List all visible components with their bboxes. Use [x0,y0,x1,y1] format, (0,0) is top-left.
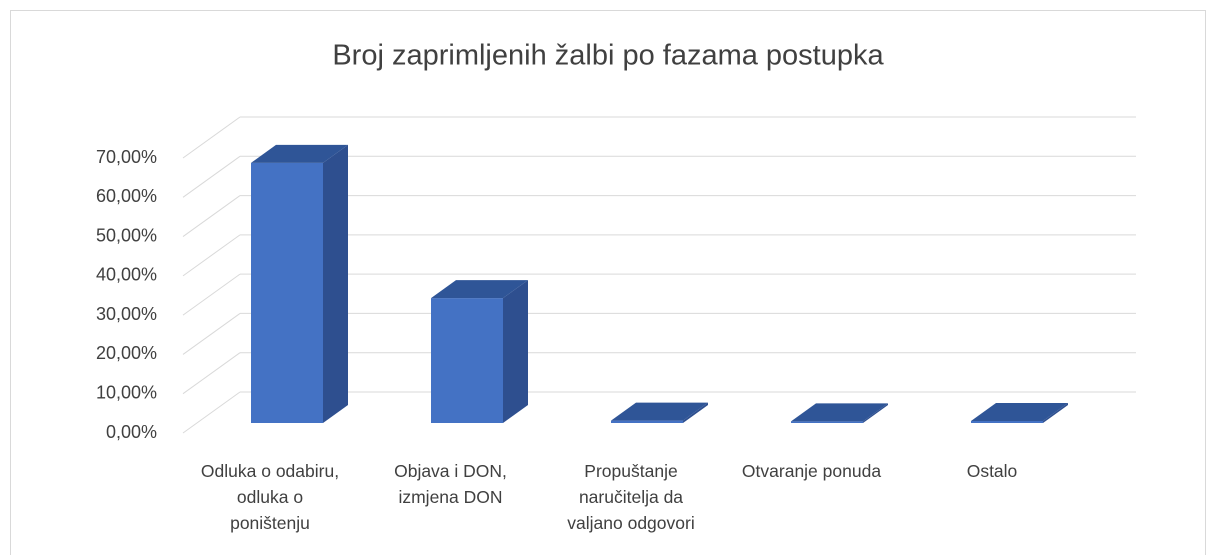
x-tick-label: Propuštanje naručitelja da valjano odgov… [567,461,695,533]
bar-side [1043,403,1068,423]
bar-top [791,403,888,422]
grid-line-side [182,273,241,316]
bar-top [431,280,528,299]
grid-line-side [182,195,241,237]
x-tick-label: Ostalo [966,461,1018,481]
y-tick-label: 50,00% [96,225,157,245]
grid-line-side [182,391,241,434]
bar-top [971,403,1068,422]
bar-top [611,402,708,421]
bar-side [863,403,888,423]
y-tick-label: 10,00% [96,382,157,402]
x-tick-label: Objava i DON, izmjena DON [394,461,507,507]
grid-line-side [182,116,241,159]
bar-side [323,144,348,423]
y-tick-label: 40,00% [96,265,157,285]
bar-front [791,421,863,423]
x-tick-label: Otvaranje ponuda [741,461,882,481]
chart-border [10,10,1206,555]
bar [251,144,348,423]
bar [431,280,528,423]
bar-front [251,162,323,423]
bar-front [431,298,503,423]
grid-line-side [182,234,241,277]
y-tick-label: 70,00% [96,147,157,167]
y-tick-label: 20,00% [96,343,157,363]
bar-front [611,420,683,423]
bar-side [503,280,528,423]
y-tick-label: 30,00% [96,304,157,324]
grid-line-side [182,313,241,355]
chart-title: Broj zaprimljenih žalbi po fazama postup… [332,40,884,72]
grid-line-side [182,352,241,395]
x-tick-label: Odluka o odabiru, odluka o poništenju [200,461,340,533]
bar [971,403,1068,423]
bar [791,403,888,423]
y-tick-label: 0,00% [106,422,157,442]
bar-side [683,402,708,423]
bar-front [971,421,1043,423]
bar [611,402,708,423]
bar-top [251,144,348,163]
grid-line-side [182,155,241,198]
y-tick-label: 60,00% [96,186,157,206]
